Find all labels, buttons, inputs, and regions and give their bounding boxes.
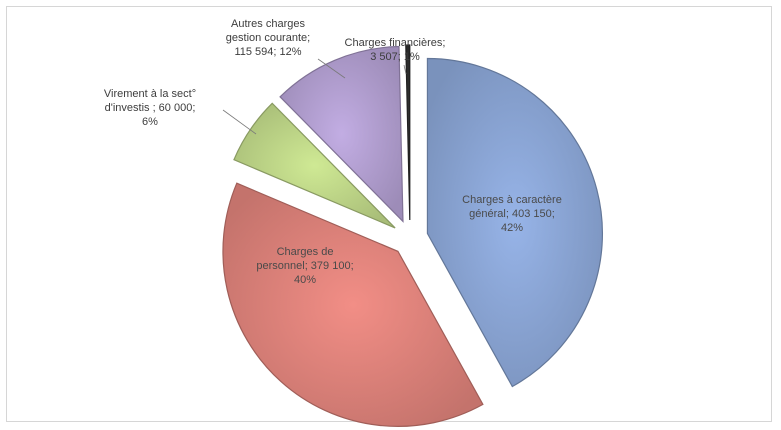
leader-line-autres-charges-gestion-courante xyxy=(317,58,346,79)
leader-line-virement-a-la-sect-d-investis xyxy=(222,109,257,135)
pie-slice-charges-de-personnel xyxy=(222,182,484,427)
leader-line-charges-financieres xyxy=(403,64,407,75)
pie-slice-charges-a-caractere-general xyxy=(426,57,604,388)
slice-label-virement-a-la-sect-d-investis: Virement à la sect° d'investis ; 60 000; 6… xyxy=(104,88,196,128)
slice-label-charges-de-personnel: Charges de personnel; 379 100; 40% xyxy=(256,246,353,286)
slice-label-charges-a-caractere-general: Charges à caractère général; 403 150; 42% xyxy=(462,194,562,234)
slice-label-autres-charges-gestion-courante: Autres charges gestion courante; 115 594; … xyxy=(226,18,310,58)
slice-label-charges-financieres: Charges financières; 3 507; 1% xyxy=(345,37,446,63)
pie-slice-autres-charges-gestion-courante xyxy=(279,45,404,223)
pie-slice-charges-financieres xyxy=(405,44,411,221)
